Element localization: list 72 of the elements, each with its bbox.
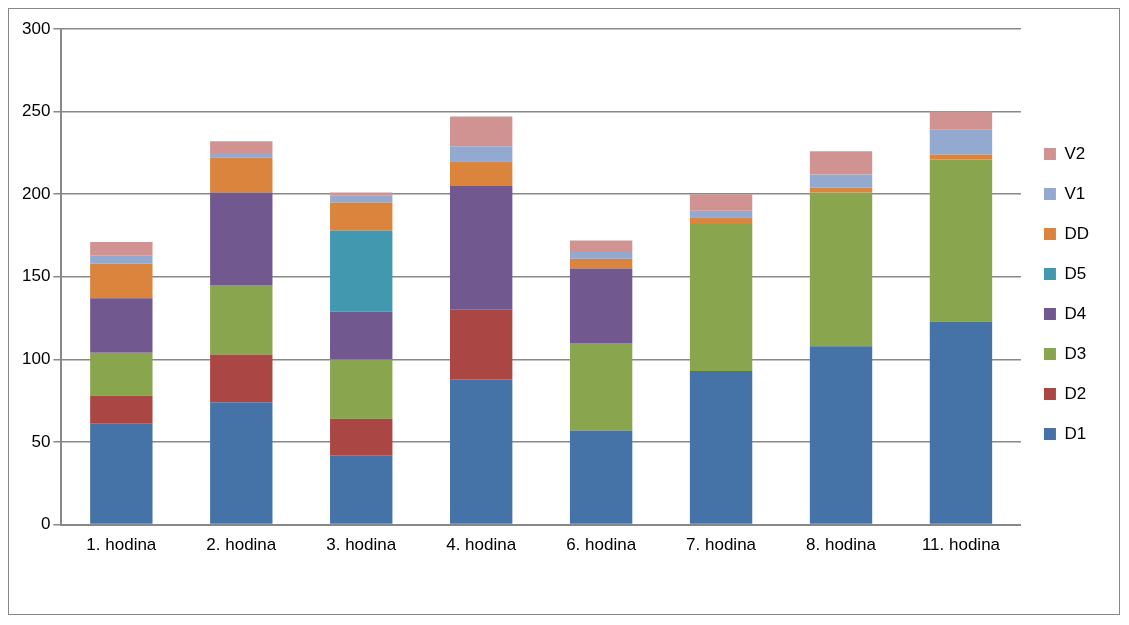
legend-label: V2 xyxy=(1064,143,1086,163)
legend-label: D3 xyxy=(1064,343,1087,363)
x-tick-label: 11. hodina xyxy=(921,535,1001,555)
bar xyxy=(689,194,753,211)
bar xyxy=(330,418,393,456)
bar xyxy=(809,187,873,193)
bar xyxy=(210,152,273,158)
bar xyxy=(330,359,393,419)
bar xyxy=(330,192,393,196)
bar xyxy=(929,154,993,160)
x-tick-label: 1. hodina xyxy=(86,535,157,555)
bar xyxy=(929,321,993,524)
legend-label: D2 xyxy=(1064,383,1087,403)
x-tick-label: 3. hodina xyxy=(326,535,397,555)
bar xyxy=(809,192,873,347)
bar xyxy=(809,174,873,188)
bar xyxy=(569,430,633,524)
bar xyxy=(330,455,393,524)
x-tick-label: 2. hodina xyxy=(206,535,277,555)
bar xyxy=(929,159,993,322)
bar xyxy=(330,195,393,203)
bar xyxy=(210,354,273,403)
x-tick-label: 6. hodina xyxy=(566,535,637,555)
legend-label: D1 xyxy=(1064,423,1087,443)
bar xyxy=(210,285,273,355)
bar xyxy=(809,346,873,524)
bar xyxy=(90,395,153,424)
bar xyxy=(330,202,393,231)
bar xyxy=(929,111,993,130)
bar xyxy=(90,352,153,396)
bar xyxy=(210,157,273,193)
bar xyxy=(569,240,633,253)
bar xyxy=(809,151,873,175)
bar xyxy=(450,146,513,162)
bar xyxy=(210,402,273,524)
legend-label: D4 xyxy=(1064,303,1087,323)
legend-label: DD xyxy=(1064,223,1090,243)
y-tick-label: 100 xyxy=(21,349,51,369)
bar xyxy=(330,311,393,360)
bar xyxy=(569,252,633,259)
y-tick-label: 200 xyxy=(21,183,51,203)
bar xyxy=(450,116,513,147)
legend-label: V1 xyxy=(1064,183,1086,203)
x-tick-label: 8. hodina xyxy=(806,535,877,555)
bar xyxy=(90,423,153,524)
bar xyxy=(90,255,153,264)
x-tick-label: 4. hodina xyxy=(446,535,517,555)
y-tick-label: 50 xyxy=(31,431,51,451)
y-tick-label: 0 xyxy=(40,514,51,534)
bar xyxy=(90,298,153,353)
bar xyxy=(90,263,153,299)
legend-label: D5 xyxy=(1064,263,1087,283)
bar xyxy=(450,185,513,310)
bar xyxy=(210,141,273,153)
bar xyxy=(689,370,753,524)
bar xyxy=(90,242,153,256)
bar xyxy=(450,379,513,524)
bar xyxy=(569,342,633,431)
bar xyxy=(929,129,993,155)
y-tick-label: 300 xyxy=(21,18,51,38)
bar xyxy=(569,268,633,343)
y-tick-label: 150 xyxy=(21,266,51,286)
bar xyxy=(689,210,753,218)
bar xyxy=(450,309,513,380)
bar xyxy=(689,223,753,371)
bar xyxy=(330,230,393,312)
bar xyxy=(450,161,513,186)
y-tick-label: 250 xyxy=(21,101,51,121)
bar xyxy=(210,192,273,286)
bar xyxy=(689,217,753,224)
bar xyxy=(569,258,633,269)
x-tick-label: 7. hodina xyxy=(686,535,757,555)
